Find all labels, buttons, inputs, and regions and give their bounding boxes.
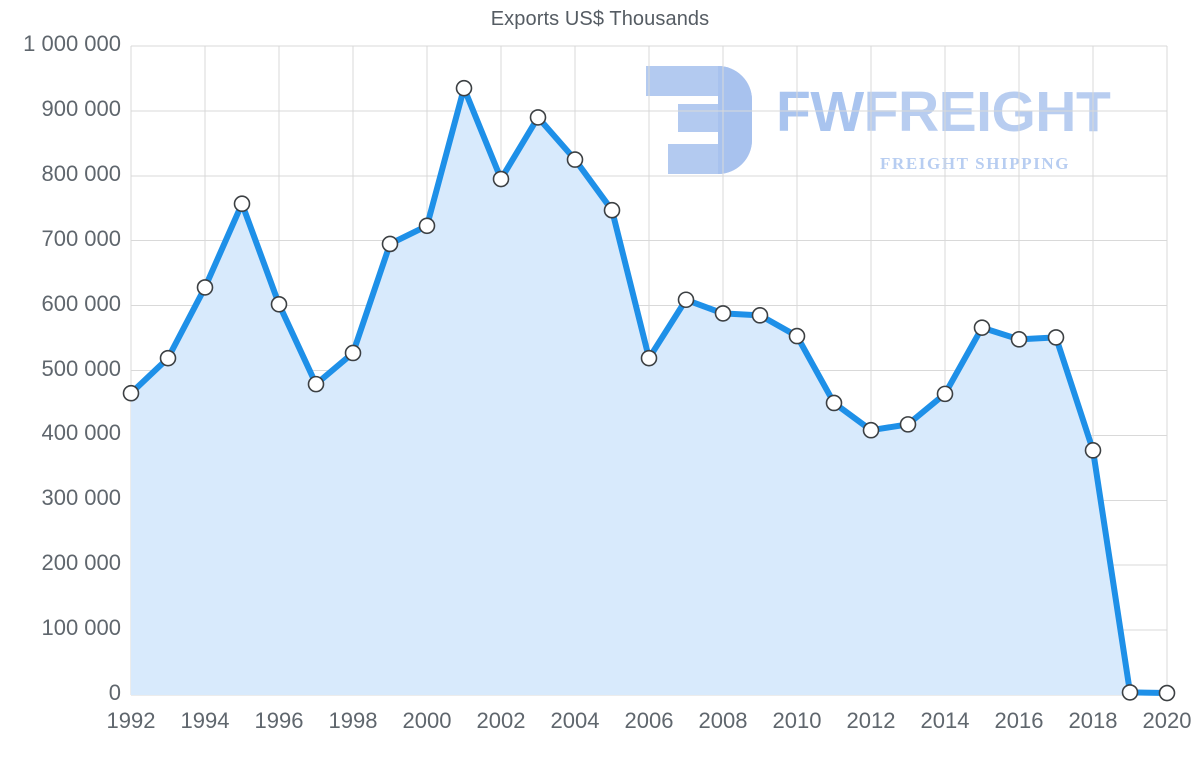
series-area-fill: [131, 88, 1167, 695]
y-axis-tick-label: 1 000 000: [23, 31, 121, 56]
x-axis-tick-label: 2012: [846, 708, 896, 733]
data-point-marker: [492, 170, 510, 188]
data-point-marker: [455, 79, 473, 97]
data-point-marker: [825, 394, 843, 412]
y-axis-tick-label: 600 000: [41, 290, 121, 316]
data-point-marker: [603, 201, 621, 219]
data-point-marker: [714, 305, 732, 322]
series-markers: [122, 79, 1176, 702]
x-axis-tick-label: 2002: [476, 708, 526, 733]
data-point-marker: [1084, 442, 1102, 459]
data-point-marker: [899, 416, 917, 433]
x-axis-tick-label: 1996: [254, 708, 304, 733]
y-axis-tick-label: 500 000: [41, 355, 121, 381]
data-point-marker: [381, 235, 399, 253]
data-point-marker: [751, 307, 769, 324]
x-axis-tick-label: 1998: [328, 708, 378, 733]
x-axis-tick-label: 2020: [1142, 708, 1192, 733]
x-axis-tick-label: 2010: [772, 708, 822, 733]
data-point-marker: [788, 327, 806, 345]
data-point-marker: [1010, 331, 1028, 348]
x-axis-tick-label: 2008: [698, 708, 748, 733]
data-point-marker: [862, 421, 880, 439]
data-point-marker: [973, 319, 991, 336]
data-point-marker: [233, 195, 251, 213]
y-axis-tick-label: 200 000: [41, 550, 121, 576]
x-axis-tick-label: 1994: [180, 708, 230, 733]
y-axis-tick-label: 900 000: [41, 95, 121, 121]
data-point-marker: [1121, 684, 1139, 701]
data-point-marker: [1158, 684, 1176, 702]
x-axis-tick-label: 2014: [920, 708, 970, 733]
data-point-marker: [344, 344, 362, 362]
y-axis-tick-label: 100 000: [41, 615, 121, 641]
x-axis-tick-label: 2000: [402, 708, 452, 733]
chart-title: Exports US$ Thousands: [490, 8, 710, 30]
data-point-marker: [936, 385, 954, 403]
x-axis-tick-label: 2016: [994, 708, 1044, 733]
data-point-marker: [529, 109, 547, 126]
data-point-marker: [640, 349, 658, 367]
x-axis-tick-label: 2006: [624, 708, 674, 733]
y-axis-tick-label: 700 000: [41, 225, 121, 251]
y-axis-tick-label: 300 000: [41, 485, 121, 511]
data-point-marker: [159, 349, 177, 367]
y-axis-tick-label: 400 000: [41, 420, 121, 446]
y-axis-tick-label: 0: [108, 680, 121, 705]
x-axis-tick-label: 2004: [550, 708, 600, 733]
data-point-marker: [1047, 329, 1065, 346]
x-axis-tick-label: 2018: [1068, 708, 1118, 733]
data-point-marker: [307, 375, 325, 393]
data-point-marker: [270, 296, 288, 313]
x-axis-tick-label: 1992: [106, 708, 156, 733]
y-axis-tick-label: 800 000: [41, 160, 121, 186]
data-point-marker: [418, 217, 436, 235]
data-point-marker: [677, 291, 695, 309]
data-point-marker: [122, 384, 140, 402]
data-point-marker: [196, 279, 214, 296]
data-point-marker: [566, 151, 584, 168]
